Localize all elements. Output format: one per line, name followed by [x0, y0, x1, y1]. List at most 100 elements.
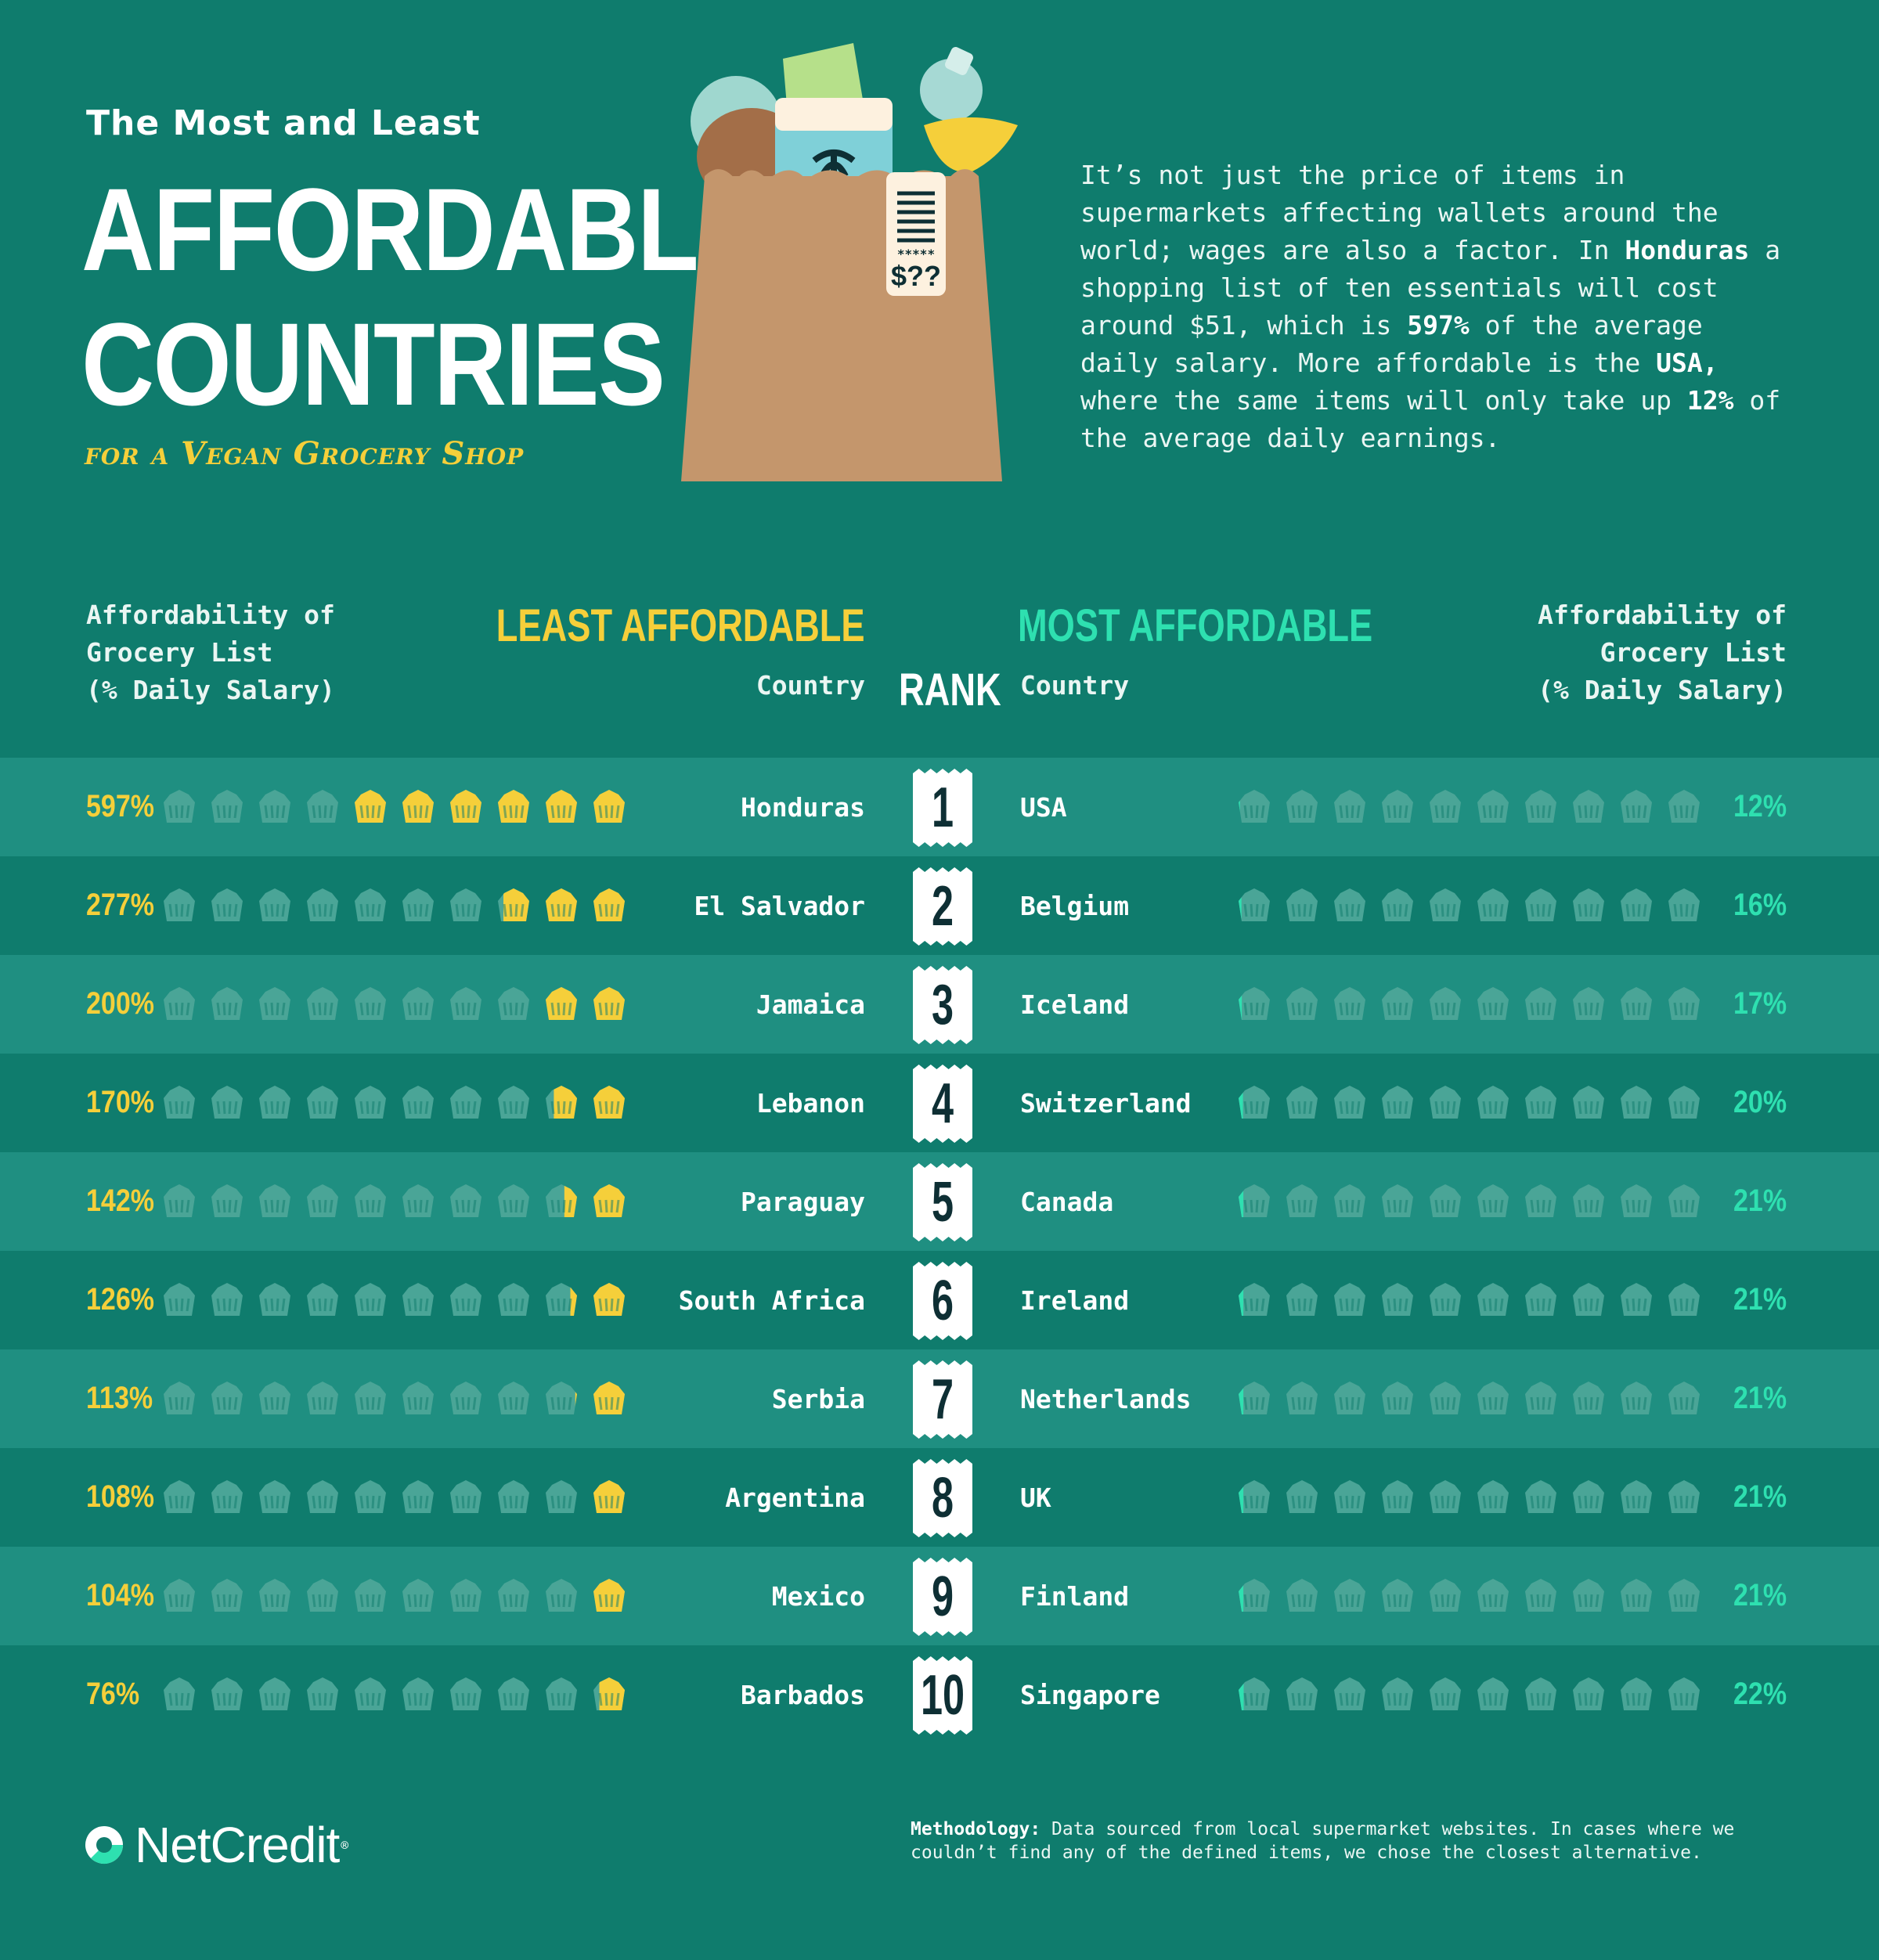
basket-icon	[1382, 1086, 1413, 1119]
left-metric-header: Affordability of Grocery List (% Daily S…	[86, 600, 335, 705]
least-country-name: Jamaica	[756, 989, 865, 1020]
basket-icon	[546, 1283, 577, 1316]
basket-icon	[1668, 1480, 1700, 1513]
basket-icon	[355, 1382, 386, 1414]
basket-icon	[211, 888, 243, 921]
least-country-name: Argentina	[725, 1483, 865, 1513]
basket-icon	[1334, 1283, 1365, 1316]
rank-tag: 2	[913, 867, 972, 946]
rank-tag: 10	[913, 1656, 972, 1735]
basket-icon	[593, 987, 625, 1020]
basket-icon	[211, 1184, 243, 1217]
basket-icon	[164, 1382, 195, 1414]
basket-icon	[402, 1184, 434, 1217]
table-row: 108% Argentina 8 UK 21%	[0, 1448, 1879, 1547]
basket-icon	[498, 1086, 529, 1119]
page-title-line-2: COUNTRIES	[81, 298, 665, 430]
basket-icon	[402, 1677, 434, 1710]
basket-icon	[1382, 1677, 1413, 1710]
basket-icon	[1668, 1184, 1700, 1217]
most-basket-bar	[1239, 987, 1700, 1020]
basket-icon	[355, 1677, 386, 1710]
basket-icon	[498, 1480, 529, 1513]
basket-icon	[1382, 1184, 1413, 1217]
most-country-name: Canada	[1020, 1187, 1114, 1217]
basket-icon	[402, 1283, 434, 1316]
least-percent-label: 113%	[86, 1381, 153, 1415]
basket-icon	[307, 1283, 338, 1316]
rank-tag: 1	[913, 769, 972, 847]
basket-icon	[402, 987, 434, 1020]
basket-icon	[546, 1382, 577, 1414]
most-basket-bar	[1239, 1086, 1700, 1119]
most-percent-label: 12%	[1733, 789, 1787, 823]
basket-icon	[593, 1480, 625, 1513]
basket-icon	[1286, 1579, 1318, 1612]
least-basket-bar	[164, 1677, 625, 1710]
basket-icon	[1668, 1382, 1700, 1414]
least-basket-bar	[164, 1480, 625, 1513]
rank-tag: 7	[913, 1360, 972, 1439]
least-basket-bar	[164, 1086, 625, 1119]
netcredit-logo-icon	[85, 1826, 124, 1865]
table-row: 126% South Africa 6 Ireland 21%	[0, 1251, 1879, 1349]
basket-icon	[307, 1579, 338, 1612]
basket-icon	[593, 1184, 625, 1217]
basket-icon	[259, 1480, 290, 1513]
basket-icon	[164, 987, 195, 1020]
basket-icon	[1430, 1579, 1461, 1612]
basket-icon	[164, 1480, 195, 1513]
basket-icon	[259, 987, 290, 1020]
basket-icon	[259, 888, 290, 921]
rank-number: 8	[931, 1467, 954, 1529]
basket-icon	[1525, 987, 1556, 1020]
basket-icon	[1382, 1579, 1413, 1612]
basket-icon	[450, 1677, 481, 1710]
most-country-name: Finland	[1020, 1581, 1130, 1612]
basket-icon	[211, 1086, 243, 1119]
least-percent-label: 76%	[86, 1677, 140, 1711]
most-country-name: Netherlands	[1020, 1384, 1192, 1414]
rank-number: 5	[931, 1171, 954, 1234]
least-country-name: South Africa	[678, 1285, 865, 1316]
basket-icon	[1430, 1086, 1461, 1119]
basket-icon	[498, 987, 529, 1020]
basket-icon	[1477, 987, 1509, 1020]
basket-icon	[1573, 1086, 1604, 1119]
basket-icon	[1239, 987, 1270, 1020]
least-country-name: Lebanon	[756, 1088, 865, 1119]
basket-icon	[402, 1480, 434, 1513]
basket-icon	[1525, 888, 1556, 921]
basket-icon	[1239, 1184, 1270, 1217]
basket-icon	[307, 1480, 338, 1513]
basket-icon	[1525, 1677, 1556, 1710]
country-header-left: Country	[756, 670, 865, 701]
basket-icon	[593, 1677, 625, 1710]
least-basket-bar	[164, 888, 625, 921]
rank-tag: 5	[913, 1163, 972, 1241]
least-basket-bar	[164, 1184, 625, 1217]
basket-icon	[355, 1086, 386, 1119]
basket-icon	[1668, 1086, 1700, 1119]
basket-icon	[450, 888, 481, 921]
basket-icon	[1334, 1382, 1365, 1414]
basket-icon	[211, 1480, 243, 1513]
table-row: 200% Jamaica 3 Iceland 17%	[0, 955, 1879, 1054]
most-percent-label: 21%	[1733, 1381, 1787, 1415]
basket-icon	[1430, 1480, 1461, 1513]
basket-icon	[1621, 1184, 1652, 1217]
basket-icon	[1477, 888, 1509, 921]
basket-icon	[1668, 1677, 1700, 1710]
basket-icon	[498, 1579, 529, 1612]
rank-tag: 8	[913, 1459, 972, 1537]
basket-icon	[355, 1579, 386, 1612]
most-affordable-header: MOST AFFORDABLE	[1018, 600, 1373, 651]
basket-icon	[1525, 1480, 1556, 1513]
least-country-name: El Salvador	[694, 891, 865, 921]
basket-icon	[402, 888, 434, 921]
least-country-name: Serbia	[771, 1384, 865, 1414]
basket-icon	[1573, 1480, 1604, 1513]
basket-icon	[402, 1382, 434, 1414]
basket-icon	[355, 1480, 386, 1513]
basket-icon	[1286, 790, 1318, 823]
